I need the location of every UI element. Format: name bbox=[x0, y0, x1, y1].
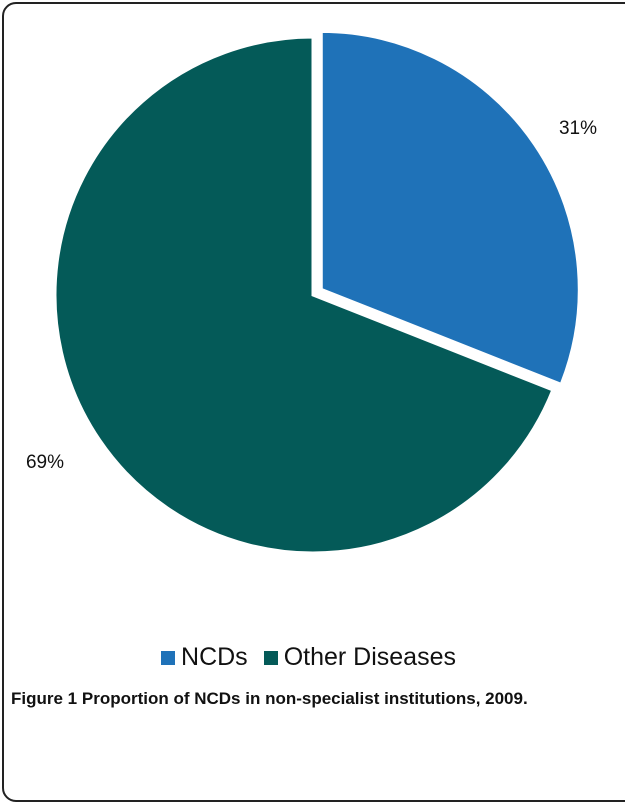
legend-item-other-diseases: Other Diseases bbox=[263, 643, 456, 672]
figure-caption: Figure 1 Proportion of NCDs in non-speci… bbox=[11, 688, 571, 709]
chart-legend: NCDs Other Diseases bbox=[0, 643, 625, 672]
data-label-ncds: 31% bbox=[559, 118, 597, 139]
legend-label-ncds: NCDs bbox=[181, 643, 248, 671]
pie-slice-ncds bbox=[319, 29, 581, 387]
legend-label-other-diseases: Other Diseases bbox=[283, 643, 456, 671]
figure-caption-text: Proportion of NCDs in non-specialist ins… bbox=[81, 689, 528, 708]
data-label-other-diseases: 69% bbox=[26, 452, 64, 473]
legend-item-ncds: NCDs bbox=[161, 643, 248, 672]
legend-swatch-other-diseases bbox=[263, 650, 278, 665]
pie-chart: 31% 69% bbox=[26, 29, 597, 555]
legend-swatch-ncds bbox=[161, 650, 176, 665]
pie-slice-other-diseases bbox=[53, 35, 555, 555]
figure-number: Figure 1 bbox=[11, 689, 78, 708]
